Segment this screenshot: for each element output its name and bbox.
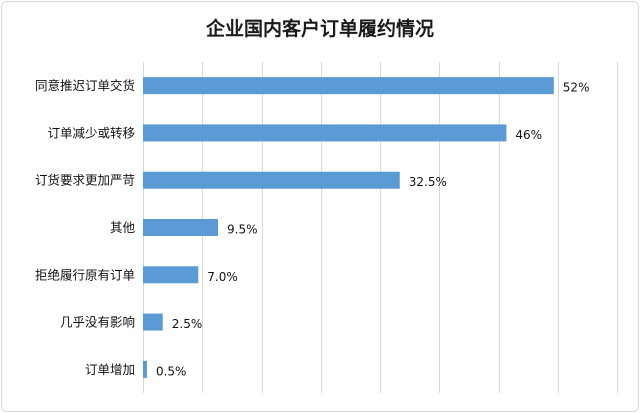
value-label: 52% xyxy=(563,81,590,95)
category-label: 拒绝履行原有订单 xyxy=(35,267,135,282)
value-label: 7.0% xyxy=(207,270,238,284)
category-label: 订单减少或转移 xyxy=(47,125,135,140)
category-label: 订货要求更加严苛 xyxy=(35,173,135,188)
bars xyxy=(143,77,554,378)
bar xyxy=(143,77,554,95)
bar xyxy=(143,219,219,236)
bar xyxy=(143,171,400,189)
bar xyxy=(143,360,147,378)
value-label: 9.5% xyxy=(227,223,257,237)
value-label: 2.5% xyxy=(172,317,203,331)
bar xyxy=(143,313,163,331)
category-label: 订单增加 xyxy=(85,362,135,377)
gridlines xyxy=(143,62,618,393)
bar xyxy=(143,266,199,284)
bar xyxy=(143,124,507,142)
value-labels: 52% 46% 32.5% 9.5% 7.0% 2.5% 0.5% xyxy=(156,81,590,379)
value-label: 32.5% xyxy=(409,175,447,189)
chart-title: 企业国内客户订单履约情况 xyxy=(205,18,434,40)
value-label: 0.5% xyxy=(156,364,187,378)
value-label: 46% xyxy=(515,128,542,142)
category-label: 几乎没有影响 xyxy=(60,315,135,330)
category-label: 其他 xyxy=(110,220,136,235)
category-labels: 同意推迟订单交货订单减少或转移订货要求更加严苛其他拒绝履行原有订单几乎没有影响订… xyxy=(35,78,136,377)
category-label: 同意推迟订单交货 xyxy=(35,78,135,93)
